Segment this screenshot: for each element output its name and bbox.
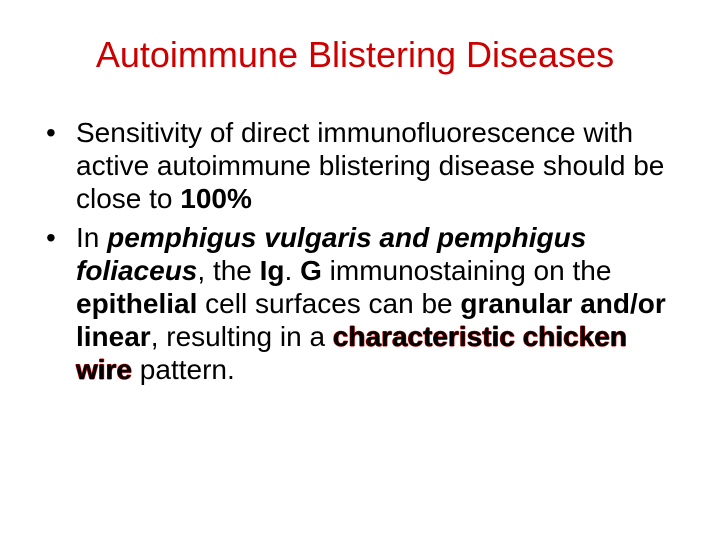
text-run: Sensitivity of direct immunofluorescence… [76,117,664,214]
text-run: , the [197,255,259,286]
text-run: G [300,255,322,286]
bullet-item: In pemphigus vulgaris and pemphigus foli… [40,221,670,386]
text-run: Ig [260,255,285,286]
text-run: , resulting in a [151,321,333,352]
text-run: immunostaining on the [322,255,612,286]
bullet-list: Sensitivity of direct immunofluorescence… [40,116,670,386]
text-run: In [76,222,107,253]
text-run: pattern. [132,354,235,385]
text-run: 100% [180,183,252,214]
text-run: . [285,255,301,286]
text-run: cell surfaces can be [197,288,460,319]
slide-title: Autoimmune Blistering Diseases [40,34,670,76]
text-run: epithelial [76,288,197,319]
bullet-item: Sensitivity of direct immunofluorescence… [40,116,670,215]
